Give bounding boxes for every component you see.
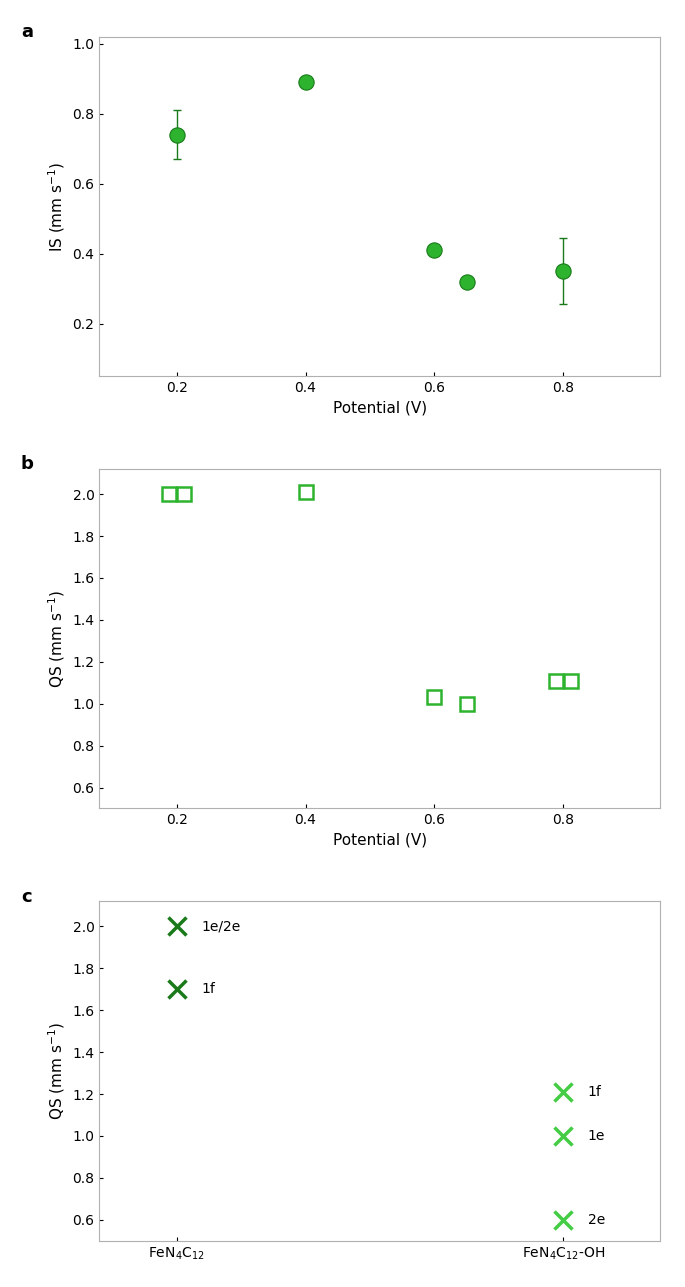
X-axis label: Potential (V): Potential (V) [333, 833, 427, 848]
Y-axis label: IS (mm s$^{-1}$): IS (mm s$^{-1}$) [46, 161, 67, 252]
Text: c: c [21, 888, 32, 906]
Text: 1f: 1f [201, 982, 215, 996]
Text: 2e: 2e [588, 1212, 605, 1227]
X-axis label: Potential (V): Potential (V) [333, 400, 427, 416]
Y-axis label: QS (mm s$^{-1}$): QS (mm s$^{-1}$) [46, 589, 66, 687]
Text: 1f: 1f [588, 1085, 601, 1099]
Text: 1e/2e: 1e/2e [201, 919, 240, 933]
Text: 1e: 1e [588, 1129, 605, 1143]
Text: b: b [21, 456, 34, 474]
Text: a: a [21, 23, 33, 41]
Y-axis label: QS (mm s$^{-1}$): QS (mm s$^{-1}$) [46, 1022, 66, 1120]
